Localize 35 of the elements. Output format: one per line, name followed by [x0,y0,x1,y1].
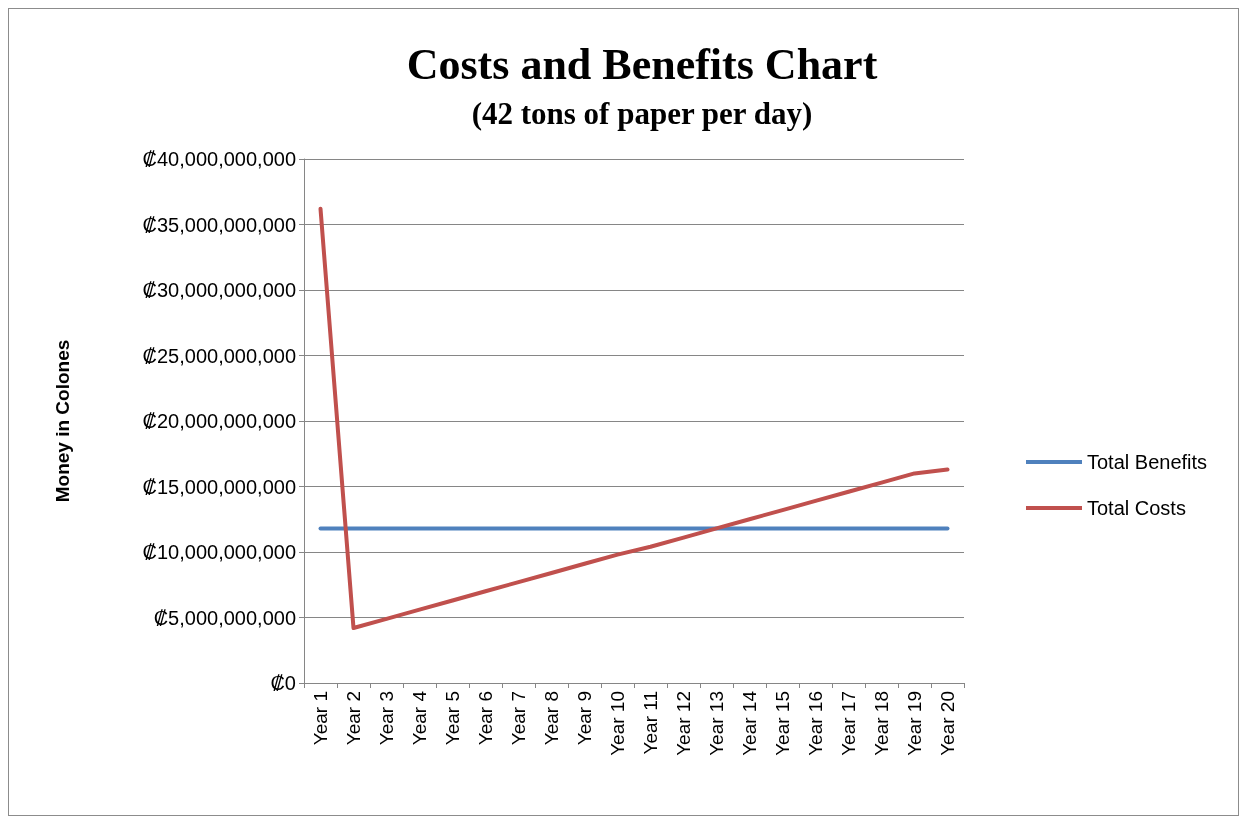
chart-subtitle: (42 tons of paper per day) [471,96,813,131]
x-tick-label: Year 19 [904,691,925,756]
x-tick-label: Year 11 [640,691,661,755]
x-tick-label: Year 6 [475,691,496,746]
x-tick-label: Year 4 [409,690,430,746]
y-tick-label: ₡20,000,000,000 [142,410,296,432]
x-tick-label: Year 15 [772,691,793,756]
x-tick-label: Year 3 [376,691,397,746]
x-tick-label: Year 10 [607,691,628,756]
x-tick-label: Year 20 [937,691,958,756]
x-tick-label: Year 2 [343,691,364,746]
x-tick-label: Year 1 [310,691,331,746]
y-tick-label: ₡30,000,000,000 [142,279,296,301]
x-tick-label: Year 9 [574,691,595,746]
legend-label: Total Benefits [1087,451,1208,473]
x-tick-label: Year 17 [838,691,859,756]
y-tick-label: ₡5,000,000,000 [153,606,296,629]
y-tick-label: ₡0 [270,672,296,694]
chart-title: Costs and Benefits Chart [406,39,878,89]
y-tick-label: ₡15,000,000,000 [142,475,296,498]
x-tick-label: Year 5 [442,691,463,746]
y-tick-label: ₡10,000,000,000 [142,541,296,563]
x-tick-label: Year 18 [871,691,892,756]
x-tick-label: Year 8 [541,691,562,746]
y-axis-title: Money in Colones [52,339,73,503]
x-tick-label: Year 12 [673,691,694,756]
line-series [318,206,950,630]
x-tick-label: Year 16 [805,691,826,756]
x-tick-label: Year 7 [508,691,529,746]
x-tick-label: Year 13 [706,691,727,756]
x-tick-label: Year 14 [739,690,760,756]
y-tick-label: ₡25,000,000,000 [142,344,296,367]
legend-label: Total Costs [1087,497,1186,519]
y-tick-label: ₡40,000,000,000 [142,148,296,170]
y-tick-label: ₡35,000,000,000 [142,213,296,236]
